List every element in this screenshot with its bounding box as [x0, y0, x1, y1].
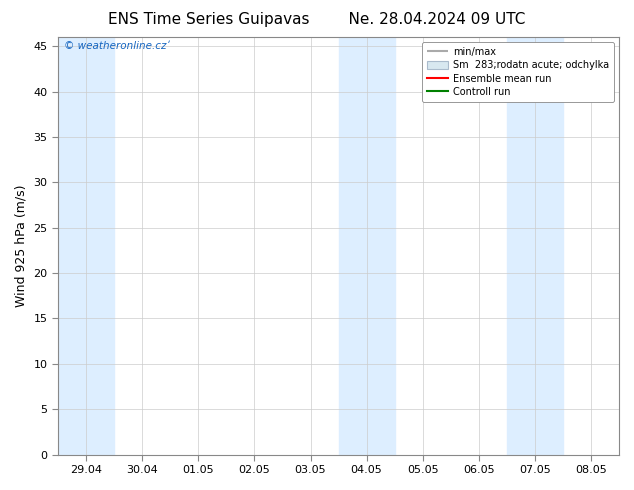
- Legend: min/max, Sm  283;rodatn acute; odchylka, Ensemble mean run, Controll run: min/max, Sm 283;rodatn acute; odchylka, …: [422, 42, 614, 102]
- Y-axis label: Wind 925 hPa (m/s): Wind 925 hPa (m/s): [15, 185, 28, 307]
- Text: ENS Time Series Guipavas        Ne. 28.04.2024 09 UTC: ENS Time Series Guipavas Ne. 28.04.2024 …: [108, 12, 526, 27]
- Bar: [339, 37, 366, 455]
- Text: © weatheronline.czʹ: © weatheronline.czʹ: [63, 41, 169, 51]
- Bar: [535, 37, 563, 455]
- Bar: [507, 37, 535, 455]
- Bar: [58, 37, 114, 455]
- Bar: [366, 37, 394, 455]
